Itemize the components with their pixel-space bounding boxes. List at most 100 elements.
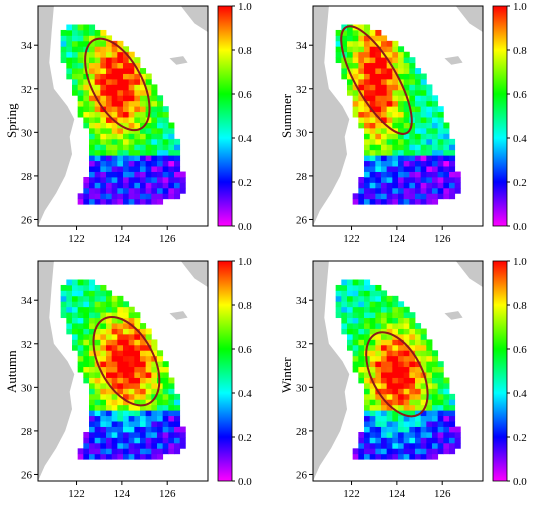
heatmap-cell xyxy=(437,388,444,395)
heatmap-cell xyxy=(128,388,135,395)
heatmap-cell xyxy=(89,377,96,384)
heatmap-cell xyxy=(89,415,96,422)
heatmap-cell xyxy=(392,372,399,378)
heatmap-cell xyxy=(106,442,113,449)
heatmap-cell xyxy=(77,328,84,335)
heatmap-cell xyxy=(426,361,433,368)
heatmap-cell xyxy=(94,410,101,417)
heatmap-cell xyxy=(386,421,393,427)
heatmap-cell xyxy=(369,290,376,297)
heatmap-cell xyxy=(106,138,113,145)
heatmap-cell xyxy=(335,51,342,58)
heatmap-cell xyxy=(426,393,433,400)
heatmap-cell xyxy=(347,317,354,324)
heatmap-cell xyxy=(386,133,393,140)
heatmap-cell xyxy=(89,323,96,329)
x-tick-label: 124 xyxy=(114,233,131,245)
heatmap-cell xyxy=(134,448,141,455)
heatmap-cell xyxy=(449,166,456,172)
heatmap-cell xyxy=(145,366,152,373)
heatmap-cells xyxy=(335,24,461,205)
heatmap-cell xyxy=(386,399,393,406)
heatmap-cell xyxy=(83,442,90,449)
heatmap-cell xyxy=(123,57,130,64)
heatmap-cell xyxy=(364,372,371,378)
heatmap-cell xyxy=(392,106,399,113)
heatmap-cell xyxy=(358,290,365,297)
heatmap-cell xyxy=(168,393,175,400)
heatmap-cell xyxy=(403,344,410,351)
heatmap-cell xyxy=(398,176,405,183)
heatmap-cell xyxy=(358,323,365,329)
heatmap-cell xyxy=(375,187,382,194)
heatmap-cell xyxy=(94,344,101,351)
heatmap-cell xyxy=(398,453,405,460)
heatmap-cell xyxy=(375,437,382,444)
heatmap-cell xyxy=(157,117,164,123)
heatmap-cell xyxy=(100,393,107,400)
heatmap-cell xyxy=(369,144,376,151)
heatmap-cell xyxy=(140,95,147,102)
heatmap-cell xyxy=(83,198,90,205)
heatmap-cell xyxy=(381,366,388,373)
heatmap-cell xyxy=(123,100,130,107)
heatmap-cell xyxy=(94,84,101,91)
heatmap-cell xyxy=(443,431,450,438)
heatmap-cell xyxy=(443,133,450,140)
heatmap-cell xyxy=(94,399,101,406)
heatmap-cell xyxy=(128,106,135,113)
heatmap-cell xyxy=(60,290,67,297)
heatmap-cell xyxy=(426,410,433,417)
heatmap-cell xyxy=(375,410,382,417)
heatmap-cell xyxy=(386,68,393,74)
heatmap-cell xyxy=(392,437,399,444)
heatmap-cell xyxy=(106,372,113,378)
heatmap-cell xyxy=(392,78,399,85)
heatmap-cell xyxy=(347,333,354,340)
heatmap-cell xyxy=(106,193,113,200)
heatmap-cell xyxy=(426,89,433,96)
heatmap-cell xyxy=(128,68,135,74)
heatmap-cell xyxy=(128,155,135,162)
heatmap-cell xyxy=(100,323,107,329)
heatmap-cell xyxy=(134,339,141,346)
heatmap-cell xyxy=(100,290,107,297)
heatmap-cell xyxy=(352,284,359,291)
heatmap-cell xyxy=(358,24,365,31)
heatmap-cell xyxy=(364,448,371,455)
heatmap-cell xyxy=(358,372,365,378)
heatmap-cell xyxy=(392,117,399,123)
heatmap-cell xyxy=(381,117,388,123)
heatmap-cell xyxy=(174,410,181,417)
heatmap-cell xyxy=(420,84,427,91)
heatmap-cell xyxy=(117,106,124,113)
heatmap-cell xyxy=(403,426,410,433)
heatmap-cell xyxy=(369,182,376,189)
heatmap-cell xyxy=(375,155,382,162)
heatmap-cell xyxy=(432,372,439,378)
heatmap-cell xyxy=(403,431,410,438)
heatmap-cell xyxy=(111,51,118,58)
map-panel-spring: 122 124 126 26 28 30 32 34 0.0 0.2 0.4 0.6 0.8 1.0 Spr… xyxy=(0,0,275,255)
heatmap-cell xyxy=(415,198,422,205)
heatmap-cell xyxy=(151,166,158,172)
heatmap-cell xyxy=(89,333,96,340)
heatmap-cell xyxy=(409,144,416,151)
heatmap-cell xyxy=(358,84,365,91)
heatmap-cell xyxy=(94,57,101,64)
heatmap-cell xyxy=(60,40,67,47)
heatmap-cell xyxy=(145,361,152,368)
heatmap-cells xyxy=(335,279,461,460)
heatmap-cell xyxy=(437,160,444,167)
heatmap-cell xyxy=(358,306,365,313)
heatmap-cell xyxy=(432,127,439,134)
heatmap-cell xyxy=(415,431,422,438)
heatmap-cell xyxy=(403,122,410,129)
heatmap-cell xyxy=(420,328,427,335)
heatmap-cell xyxy=(145,399,152,406)
heatmap-cell xyxy=(364,111,371,118)
heatmap-cell xyxy=(420,404,427,411)
y-tick-label: 28 xyxy=(296,426,308,438)
heatmap-cell xyxy=(72,344,79,351)
heatmap-cell xyxy=(403,361,410,368)
